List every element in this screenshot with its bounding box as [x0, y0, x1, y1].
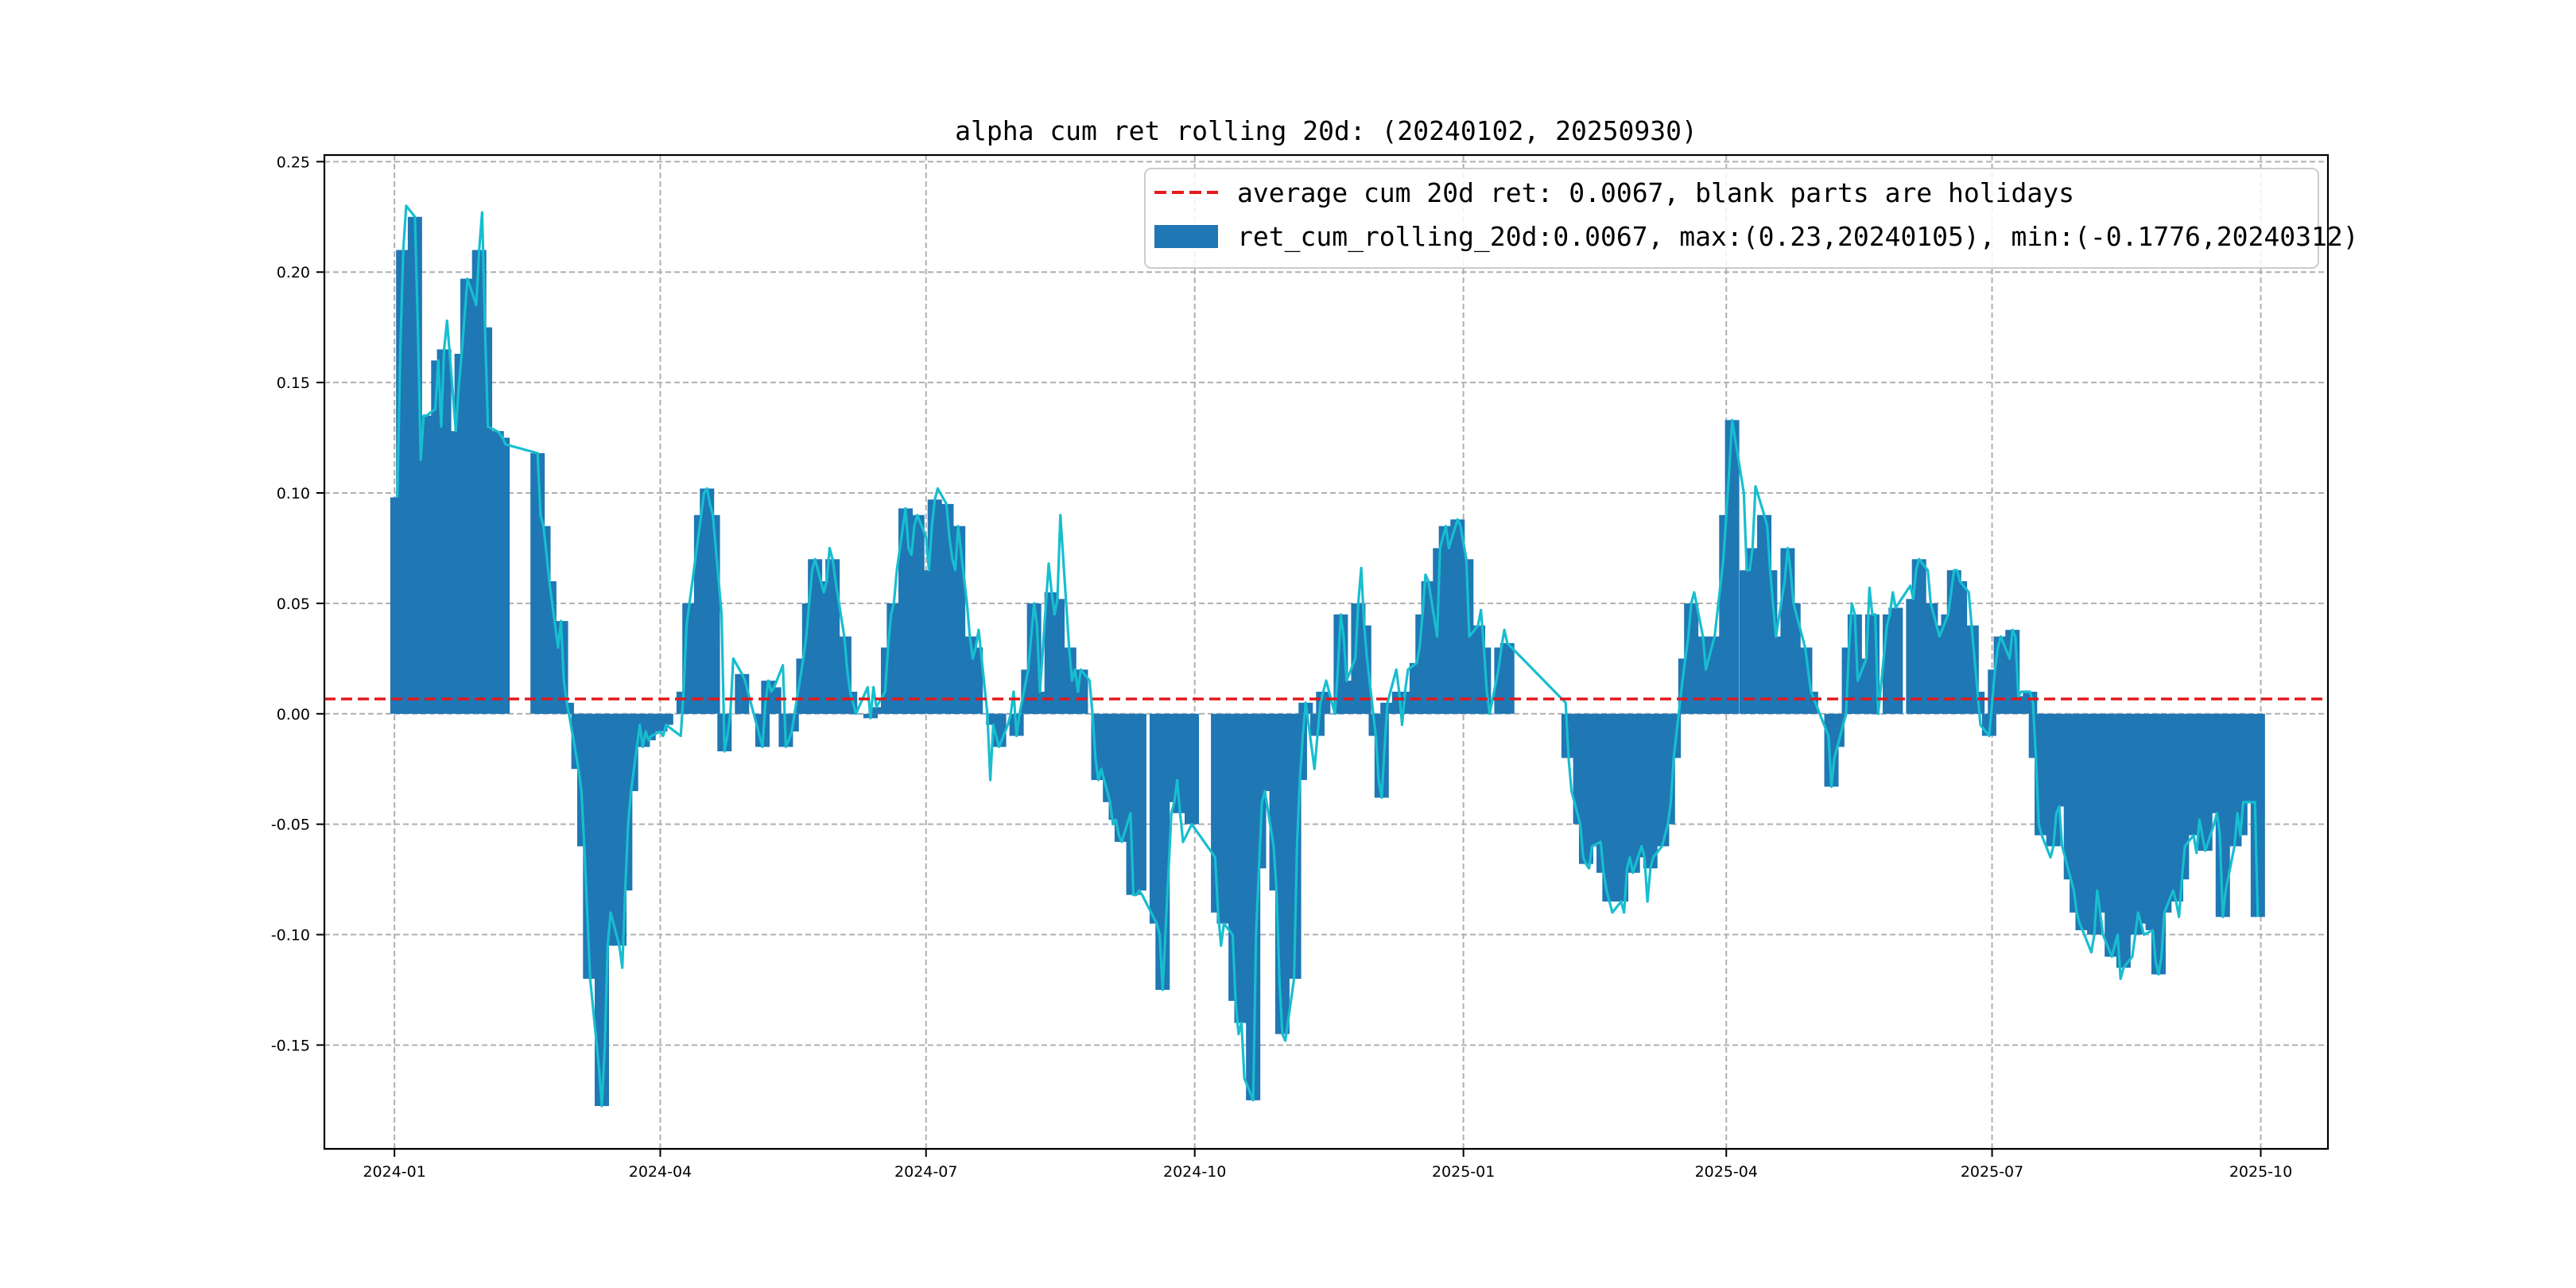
chart-title: alpha cum ret rolling 20d: (20240102, 20…	[955, 115, 1697, 146]
x-tick-label: 2024-04	[629, 1163, 692, 1181]
data-bar	[825, 559, 840, 714]
y-tick-label: 0.00	[277, 706, 310, 724]
data-bar	[2011, 696, 2026, 714]
data-bar	[2116, 713, 2131, 968]
data-bar	[419, 415, 434, 714]
data-bar	[1803, 692, 1818, 714]
data-bar	[2198, 713, 2213, 851]
line-series	[396, 204, 2260, 1108]
data-bar	[869, 707, 884, 714]
data-bar	[1829, 713, 1845, 747]
y-tick-label: -0.15	[271, 1037, 310, 1054]
data-bar	[1459, 559, 1474, 714]
data-bar	[1768, 636, 1783, 714]
data-bar	[1185, 713, 1200, 824]
data-bar	[1929, 625, 1944, 714]
data-bar	[1356, 625, 1371, 714]
data-bar	[2133, 713, 2148, 924]
plot-frame	[323, 153, 2330, 1150]
data-bar	[1339, 681, 1354, 714]
y-tick-label: 0.15	[277, 374, 310, 392]
data-bar	[951, 526, 966, 714]
data-bar	[1421, 581, 1436, 714]
data-bar	[1847, 614, 1862, 714]
data-bar	[1114, 713, 1129, 842]
y-tick-label: -0.10	[271, 927, 310, 945]
data-bar	[1602, 713, 1617, 902]
data-bar	[1499, 642, 1515, 714]
data-bar	[2174, 713, 2190, 880]
data-bar	[460, 278, 475, 714]
data-bar	[1911, 559, 1926, 714]
data-bar	[1585, 713, 1600, 847]
legend-frame	[1144, 168, 2319, 269]
data-bar	[436, 349, 452, 714]
data-bar	[1438, 526, 1453, 714]
data-bar	[735, 673, 750, 714]
data-bar	[1050, 599, 1065, 714]
y-tick-label: 0.05	[277, 596, 310, 613]
data-bar	[2250, 713, 2265, 918]
data-bar	[784, 713, 799, 731]
data-bar	[658, 713, 673, 725]
x-tick-label: 2024-10	[1163, 1163, 1226, 1181]
legend-bar-swatch	[1154, 225, 1218, 248]
data-bar	[1888, 607, 1903, 714]
data-bar	[1724, 420, 1740, 714]
data-bar	[2075, 713, 2090, 930]
legend-bar-label: ret_cum_rolling_20d:0.0067, max:(0.23,20…	[1237, 221, 2359, 253]
data-bar	[968, 647, 983, 714]
data-bar	[766, 687, 782, 714]
bar-series	[390, 216, 2265, 1107]
x-tick-label: 2025-10	[2229, 1163, 2292, 1181]
data-bar	[1745, 548, 1760, 714]
y-tick-label: -0.05	[271, 817, 310, 834]
x-tick-label: 2025-07	[1961, 1163, 2023, 1181]
x-tick-label: 2024-07	[894, 1163, 957, 1181]
x-tick-label: 2024-01	[363, 1163, 425, 1181]
data-bar	[600, 713, 615, 946]
data-bar	[705, 514, 720, 714]
y-tick-label: 0.25	[277, 153, 310, 171]
data-bar	[1216, 713, 1232, 924]
data-bar	[1625, 713, 1640, 873]
x-tick-label: 2025-04	[1695, 1163, 1758, 1181]
axis-ticks: 2024-01 2024-04 2024-07 2024-10 2025-01 2025-…	[271, 153, 2292, 1181]
legend-average-label: average cum 20d ret: 0.0067, blank parts…	[1237, 177, 2074, 208]
series-line	[396, 204, 2260, 1108]
data-bar	[2157, 713, 2172, 913]
y-tick-label: 0.20	[277, 264, 310, 281]
data-bar	[1033, 692, 1047, 714]
legend: average cum 20d ret: 0.0067, blank parts…	[1144, 168, 2359, 269]
data-bar	[2239, 713, 2254, 802]
data-bar	[1643, 713, 1658, 869]
y-tick-label: 0.10	[277, 485, 310, 502]
data-bar	[2215, 713, 2230, 918]
x-tick-label: 2025-01	[1432, 1163, 1495, 1181]
data-bar	[910, 514, 925, 714]
data-bar	[2093, 713, 2108, 913]
data-bar	[1953, 581, 1968, 714]
data-bar	[1234, 713, 1249, 1023]
data-bar	[495, 437, 510, 714]
data-bar	[1257, 713, 1272, 791]
grid-lines	[324, 155, 2328, 1149]
data-bar	[1786, 603, 1801, 714]
data-bar	[1707, 636, 1722, 714]
data-bar	[808, 559, 823, 714]
data-bar	[2052, 713, 2067, 807]
data-bar	[1131, 713, 1146, 890]
